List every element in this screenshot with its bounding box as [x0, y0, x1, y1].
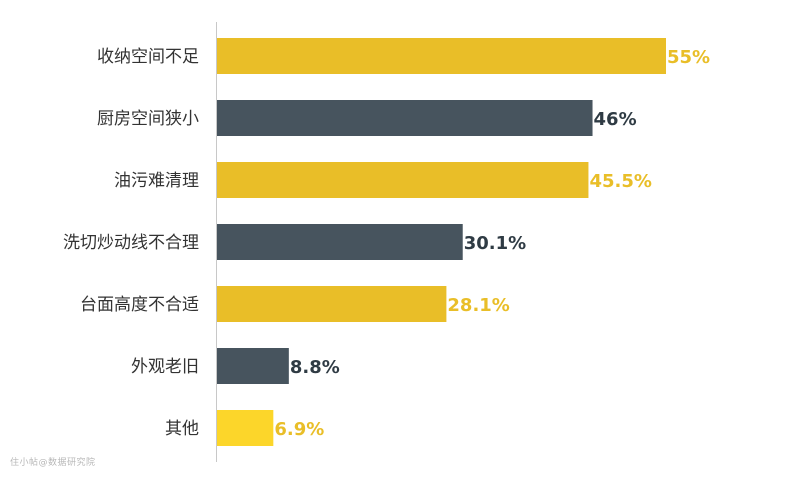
bar-4 — [217, 286, 447, 322]
bar-5 — [217, 348, 289, 384]
bars-layer: 收纳空间不足 55% 厨房空间狭小 46% 油污难清理 45.5% 洗切炒动线不合理 30.1… — [63, 38, 710, 446]
category-label-5: 外观老旧 — [131, 357, 199, 377]
value-label-4: 28.1% — [447, 295, 509, 316]
value-label-1: 46% — [594, 109, 637, 130]
category-label-4: 台面高度不合适 — [80, 295, 199, 315]
bar-1 — [217, 100, 593, 136]
value-label-5: 8.8% — [290, 357, 340, 378]
bar-2 — [217, 162, 589, 198]
value-label-2: 45.5% — [589, 171, 651, 192]
category-label-0: 收纳空间不足 — [97, 47, 199, 67]
bar-6 — [217, 410, 274, 446]
category-label-6: 其他 — [165, 419, 199, 439]
value-label-6: 6.9% — [274, 419, 324, 440]
value-label-3: 30.1% — [464, 233, 526, 254]
bar-3 — [217, 224, 463, 260]
category-label-3: 洗切炒动线不合理 — [63, 233, 199, 253]
bar-0 — [217, 38, 666, 74]
category-label-2: 油污难清理 — [114, 171, 199, 191]
category-label-1: 厨房空间狭小 — [97, 109, 199, 129]
watermark: 住小帖@数据研究院 — [10, 458, 96, 468]
value-label-0: 55% — [667, 47, 710, 68]
